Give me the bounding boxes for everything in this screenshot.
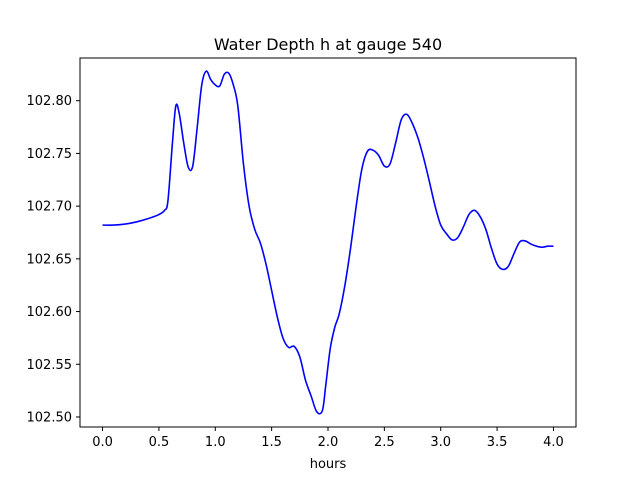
y-tick-label: 102.50 bbox=[27, 410, 73, 425]
x-tick-label: 1.5 bbox=[261, 435, 282, 450]
x-tick-label: 1.0 bbox=[205, 435, 226, 450]
y-tick-label: 102.55 bbox=[27, 358, 73, 373]
x-tick-label: 4.0 bbox=[543, 435, 564, 450]
y-tick-label: 102.70 bbox=[27, 200, 73, 215]
y-tick-label: 102.75 bbox=[27, 147, 73, 162]
y-tick-label: 102.65 bbox=[27, 252, 73, 267]
x-axis-label: hours bbox=[310, 457, 347, 472]
x-tick-label: 3.0 bbox=[430, 435, 451, 450]
x-tick-label: 0.5 bbox=[149, 435, 170, 450]
y-axis: 102.50 102.55 102.60 102.65 102.70 102.75 102.… bbox=[27, 94, 80, 425]
x-axis: 0.0 0.5 1.0 1.5 2.0 2.5 3.0 3.5 4.0 bbox=[92, 427, 564, 450]
plot-frame bbox=[79, 57, 577, 428]
y-tick-label: 102.60 bbox=[27, 305, 73, 320]
y-tick-label: 102.80 bbox=[27, 94, 73, 109]
x-tick-label: 0.0 bbox=[92, 435, 113, 450]
series-layer bbox=[102, 70, 554, 415]
series-line-0 bbox=[102, 70, 554, 415]
x-tick-label: 2.5 bbox=[374, 435, 395, 450]
chart-title: Water Depth h at gauge 540 bbox=[214, 35, 442, 54]
x-tick-label: 3.5 bbox=[487, 435, 508, 450]
x-tick-label: 2.0 bbox=[318, 435, 339, 450]
